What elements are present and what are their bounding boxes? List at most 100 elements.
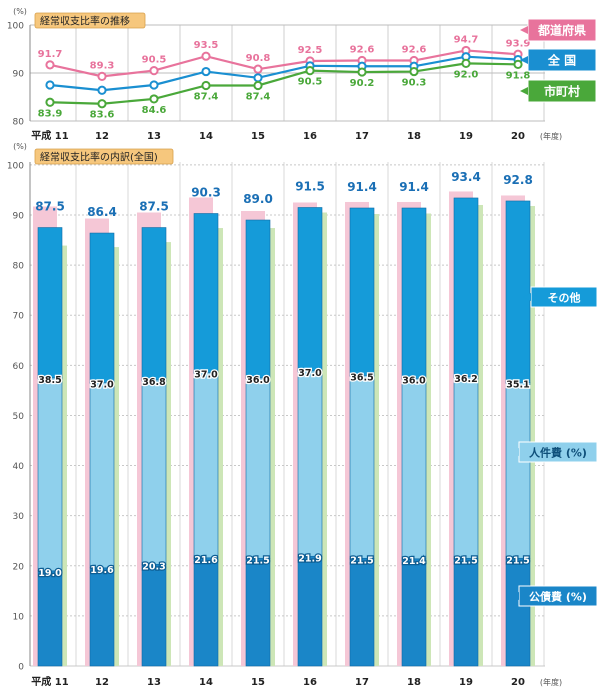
bar-y-tick-label: 100: [7, 161, 24, 171]
stack-segment: [349, 375, 375, 559]
line-legend-label: 全 国: [547, 53, 576, 68]
stack-segment: [141, 379, 167, 565]
bar-x-tick-label: 20: [511, 677, 525, 688]
stack-segment: [245, 377, 271, 559]
debt-service-value-label: 21.6: [194, 555, 218, 566]
bar-title-badge: [34, 148, 174, 165]
prefecture-value-label: 90.8: [246, 53, 271, 64]
national-point: [253, 73, 263, 83]
bar-x-tick-label: 18: [407, 677, 421, 688]
other-callout-label: その他: [548, 291, 581, 305]
stack-segment: [37, 570, 63, 667]
stack-segment: [453, 557, 479, 667]
debt-service-value-label: 19.6: [90, 565, 114, 576]
stack-segment: [37, 377, 63, 572]
line-y-tick-label: 100: [7, 22, 24, 32]
stack-segment: [245, 219, 271, 379]
line-x-tick-label: 19: [459, 131, 473, 142]
stack-segment: [505, 557, 531, 667]
municipal-value-label: 84.6: [142, 105, 167, 116]
prefecture-point: [97, 71, 107, 81]
bar-x-unit: (年度): [540, 677, 562, 687]
prefecture-point: [149, 66, 159, 76]
debt-service-value-label: 19.0: [38, 568, 62, 579]
national-point: [45, 80, 55, 90]
prefecture-value-label: 92.5: [298, 45, 323, 56]
debt-service-value-label: 20.3: [142, 561, 165, 572]
line-y-unit: (%): [13, 7, 27, 16]
debt-service-value-label: 21.5: [454, 555, 477, 566]
municipal-point: [45, 97, 55, 107]
stack-segment: [89, 382, 115, 569]
stack-segment: [245, 557, 271, 667]
municipal-point: [201, 80, 211, 91]
line-x-tick-label: 18: [407, 131, 421, 142]
stack-segment: [349, 207, 375, 376]
stack-segment: [141, 563, 167, 667]
stack-segment: [193, 372, 219, 559]
bar-x-tick-label: 平成 11: [31, 675, 68, 688]
bar-total-label: 87.5: [139, 200, 169, 214]
bar-y-tick-label: 0: [18, 663, 24, 673]
line-x-tick-label: 20: [511, 131, 525, 142]
stack-segment: [141, 227, 167, 381]
municipal-point: [97, 99, 107, 109]
bar-x-tick-label: 15: [251, 677, 265, 688]
bar-x-tick-label: 19: [459, 677, 473, 688]
bar-y-tick-label: 60: [13, 362, 25, 372]
municipal-point: [149, 94, 159, 104]
line-y-tick-label: 90: [13, 70, 25, 80]
stack-segment: [89, 232, 115, 383]
municipal-point: [253, 80, 263, 91]
bar-x-tick-label: 16: [303, 677, 317, 688]
national-line: [49, 55, 519, 92]
line-x-tick-label: 平成 11: [31, 129, 68, 142]
bar-y-unit: (%): [13, 142, 27, 151]
line-title-badge: [34, 12, 146, 29]
prefecture-value-label: 90.5: [142, 55, 167, 66]
municipal-value-label: 83.9: [38, 108, 63, 119]
national-point: [149, 80, 159, 90]
debt-service-value-label: 21.5: [246, 555, 269, 566]
personnel-value-label: 37.0: [90, 379, 114, 390]
municipal-value-label: 92.0: [454, 69, 479, 80]
municipal-point: [357, 67, 367, 77]
personnel-value-label: 38.5: [38, 375, 61, 386]
debt-service-value-label: 21.5: [506, 555, 529, 566]
municipal-value-label: 90.2: [350, 78, 375, 89]
line-legend-pointer: [520, 26, 528, 34]
stack-segment: [297, 207, 323, 372]
line-legend-label: 市町村: [544, 84, 580, 99]
bar-x-tick-label: 12: [95, 677, 109, 688]
stack-segment: [297, 370, 323, 557]
stack-segment: [349, 557, 375, 667]
municipal-value-label: 90.3: [402, 78, 427, 89]
prefecture-value-label: 91.7: [38, 49, 63, 60]
stack-segment: [37, 227, 63, 379]
personnel-value-label: 35.1: [506, 379, 529, 390]
bar-total-label: 86.4: [87, 205, 117, 219]
stack-segment: [193, 213, 219, 373]
bar-total-label: 87.5: [35, 200, 65, 214]
prefecture-value-label: 93.5: [194, 40, 219, 51]
prefecture-value-label: 89.3: [90, 60, 115, 71]
bar-y-tick-label: 70: [13, 312, 25, 322]
municipal-value-label: 91.8: [506, 70, 531, 81]
debt-service-value-label: 21.4: [402, 556, 426, 567]
personnel-value-label: 37.0: [194, 369, 218, 380]
municipal-value-label: 83.6: [90, 110, 115, 121]
line-legend-pointer: [520, 87, 528, 95]
bar-y-tick-label: 50: [13, 412, 25, 422]
stack-segment: [505, 382, 531, 559]
line-x-tick-label: 12: [95, 131, 109, 142]
national-point: [97, 85, 107, 95]
line-x-tick-label: 13: [147, 131, 161, 142]
municipal-point: [409, 66, 419, 77]
municipal-point: [513, 59, 523, 69]
debt-service-value-label: 21.5: [350, 555, 373, 566]
bar-y-tick-label: 40: [13, 462, 25, 472]
stack-segment: [89, 567, 115, 667]
personnel-callout-label: 人件費 (%): [529, 446, 587, 460]
stack-segment: [297, 555, 323, 667]
